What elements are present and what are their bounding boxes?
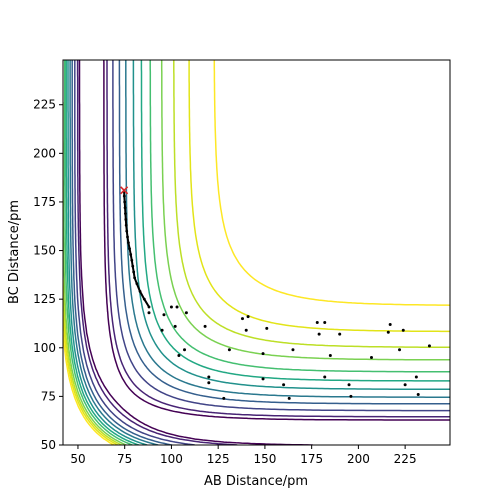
trajectory-point bbox=[138, 289, 142, 293]
scatter-point bbox=[162, 313, 166, 317]
scatter-point bbox=[287, 396, 291, 400]
scatter-point bbox=[349, 394, 353, 398]
trajectory-point bbox=[132, 270, 136, 274]
scatter-point bbox=[398, 348, 402, 352]
trajectory-point bbox=[129, 253, 133, 256]
trajectory-point bbox=[123, 200, 127, 204]
contour-line bbox=[76, 60, 450, 445]
scatter-points bbox=[147, 305, 431, 400]
trajectory-point bbox=[123, 206, 127, 210]
scatter-point bbox=[347, 383, 351, 387]
start-marker-stroke bbox=[120, 186, 129, 195]
trajectory-point bbox=[135, 282, 139, 286]
trajectory-point bbox=[127, 241, 130, 245]
scatter-point bbox=[265, 326, 269, 330]
scatter-point bbox=[246, 315, 250, 319]
contour-line bbox=[63, 60, 450, 445]
contour-line bbox=[67, 60, 450, 445]
scatter-point bbox=[173, 324, 177, 328]
scatter-point bbox=[338, 332, 342, 336]
scatter-point bbox=[160, 328, 164, 332]
trajectory-point bbox=[142, 297, 146, 301]
x-tick-label: 200 bbox=[347, 452, 370, 466]
scatter-point bbox=[317, 332, 321, 336]
x-tick-label: 100 bbox=[160, 452, 183, 466]
trajectory-point bbox=[126, 235, 129, 239]
y-tick-label: 75 bbox=[41, 389, 56, 403]
contour-lines bbox=[63, 60, 450, 445]
y-tick-label: 175 bbox=[33, 195, 56, 209]
y-tick-label: 100 bbox=[33, 341, 56, 355]
plot-frame bbox=[62, 59, 451, 446]
scatter-point bbox=[207, 381, 211, 385]
contour-line bbox=[65, 60, 450, 445]
scatter-point bbox=[323, 375, 327, 379]
x-axis-ticks: 50 75 100 125 150 175 200 225 bbox=[70, 445, 417, 466]
scatter-point bbox=[369, 356, 373, 359]
scatter-point bbox=[261, 352, 265, 356]
contour-line bbox=[71, 60, 450, 445]
x-axis-label: AB Distance/pm bbox=[204, 474, 308, 489]
x-tick-label: 225 bbox=[394, 452, 417, 466]
scatter-point bbox=[315, 321, 319, 324]
scatter-point bbox=[261, 377, 265, 381]
scatter-point bbox=[388, 322, 392, 326]
contour-line bbox=[78, 60, 450, 445]
scatter-point bbox=[222, 396, 226, 400]
y-tick-label: 50 bbox=[41, 438, 56, 452]
y-tick-label: 225 bbox=[33, 98, 56, 112]
scatter-point bbox=[416, 392, 420, 396]
scatter-point bbox=[427, 344, 431, 348]
trajectory-point bbox=[128, 247, 131, 251]
trajectory-point bbox=[122, 194, 126, 198]
scatter-point bbox=[207, 375, 211, 379]
scatter-point bbox=[386, 330, 390, 334]
scatter-point bbox=[401, 328, 405, 332]
scatter-point bbox=[403, 383, 407, 387]
scatter-point bbox=[328, 354, 332, 358]
x-tick-label: 125 bbox=[207, 452, 230, 466]
scatter-point bbox=[177, 354, 181, 358]
start-marker bbox=[120, 186, 129, 195]
trajectory-point bbox=[124, 212, 127, 216]
y-axis-ticks: 50 75 100 125 150 175 200 225 bbox=[33, 98, 63, 452]
scatter-point bbox=[169, 305, 173, 309]
trajectory-point bbox=[124, 223, 128, 227]
trajectory-point bbox=[147, 305, 151, 309]
scatter-point bbox=[184, 311, 188, 315]
y-axis-label: BC Distance/pm bbox=[7, 200, 22, 304]
scatter-point bbox=[183, 348, 187, 352]
trajectory-point bbox=[131, 264, 135, 268]
trajectory-point bbox=[130, 258, 134, 262]
contour-line bbox=[63, 60, 450, 445]
contour-line bbox=[74, 60, 450, 445]
x-tick-label: 75 bbox=[117, 452, 132, 466]
y-tick-label: 150 bbox=[33, 244, 56, 258]
contour-line bbox=[63, 60, 450, 445]
x-tick-label: 150 bbox=[253, 452, 276, 466]
trajectory-point bbox=[124, 218, 128, 221]
scatter-point bbox=[175, 305, 179, 309]
scatter-point bbox=[291, 348, 295, 352]
y-tick-label: 125 bbox=[33, 292, 56, 306]
trajectory-point bbox=[125, 229, 129, 233]
y-tick-label: 200 bbox=[33, 146, 56, 160]
scatter-point bbox=[147, 311, 151, 315]
scatter-point bbox=[203, 324, 207, 328]
trajectory-point bbox=[133, 276, 137, 280]
scatter-point bbox=[323, 321, 327, 324]
scatter-point bbox=[240, 317, 244, 321]
contour-line bbox=[69, 60, 450, 445]
scatter-point bbox=[282, 383, 286, 387]
x-tick-label: 175 bbox=[300, 452, 323, 466]
x-tick-label: 50 bbox=[70, 452, 85, 466]
scatter-point bbox=[227, 348, 231, 352]
scatter-point bbox=[244, 328, 248, 332]
scatter-point bbox=[414, 375, 418, 379]
